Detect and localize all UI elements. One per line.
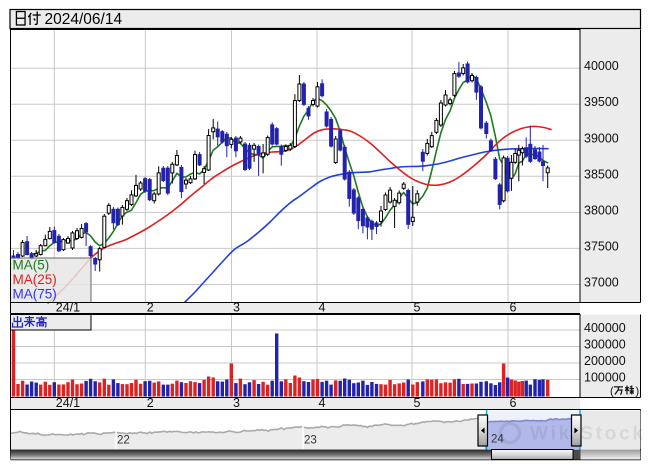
- svg-text:): ): [636, 386, 640, 398]
- svg-text:6: 6: [510, 301, 517, 315]
- svg-text:40000: 40000: [584, 59, 619, 73]
- svg-text:24/1: 24/1: [56, 396, 80, 410]
- svg-text:WikiStock: WikiStock: [530, 424, 646, 445]
- svg-text:MA(25): MA(25): [13, 272, 57, 287]
- svg-text:200000: 200000: [584, 354, 626, 368]
- svg-text:5: 5: [414, 301, 421, 315]
- svg-text:23: 23: [304, 435, 317, 447]
- svg-text:37500: 37500: [584, 239, 619, 253]
- svg-text:22: 22: [117, 435, 130, 447]
- svg-text:39000: 39000: [584, 131, 619, 145]
- svg-text:38000: 38000: [584, 203, 619, 217]
- svg-text:37000: 37000: [584, 276, 619, 290]
- svg-text:5: 5: [414, 396, 421, 410]
- svg-text:MA(75): MA(75): [13, 287, 57, 302]
- svg-text:4: 4: [319, 301, 326, 315]
- svg-text:24: 24: [491, 434, 504, 446]
- svg-text:4: 4: [319, 396, 326, 410]
- svg-text:100000: 100000: [584, 371, 626, 385]
- svg-text:400000: 400000: [584, 321, 626, 335]
- svg-text:2024/06/14: 2024/06/14: [45, 11, 123, 28]
- svg-text:MA(5): MA(5): [13, 258, 50, 273]
- svg-text:2: 2: [147, 301, 154, 315]
- svg-text:2: 2: [147, 396, 154, 410]
- svg-text:38500: 38500: [584, 167, 619, 181]
- svg-text:3: 3: [233, 396, 240, 410]
- svg-text:39500: 39500: [584, 95, 619, 109]
- svg-text:3: 3: [233, 301, 240, 315]
- svg-text:300000: 300000: [584, 338, 626, 352]
- svg-text:(: (: [610, 386, 614, 398]
- svg-text:6: 6: [510, 396, 517, 410]
- svg-text:24/1: 24/1: [56, 301, 80, 315]
